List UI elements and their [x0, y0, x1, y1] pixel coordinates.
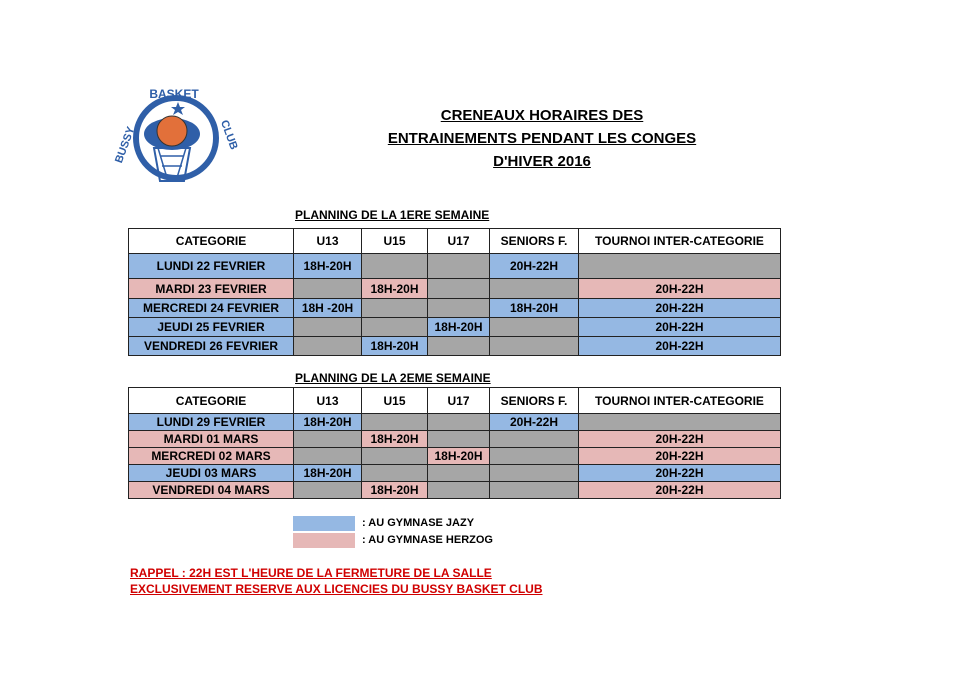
time-cell: 20H-22H — [578, 298, 781, 318]
empty-cell — [361, 447, 428, 465]
time-cell: 18H-20H — [293, 464, 362, 482]
empty-cell — [361, 413, 428, 431]
column-header: U17 — [427, 387, 490, 414]
empty-cell — [427, 253, 490, 279]
title-line: D'HIVER 2016 — [493, 153, 591, 170]
time-cell: 20H-22H — [578, 278, 781, 299]
empty-cell — [489, 317, 579, 337]
empty-cell — [489, 464, 579, 482]
legend-swatch — [293, 533, 355, 548]
day-cell: LUNDI 22 FEVRIER — [128, 253, 294, 279]
title-line: CRENEAUX HORAIRES DES — [440, 107, 644, 124]
title-line: ENTRAINEMENTS PENDANT LES CONGES — [387, 130, 697, 147]
day-cell: VENDREDI 26 FEVRIER — [128, 336, 294, 356]
logo-net-lines — [157, 147, 187, 182]
legend-label: : AU GYMNASE HERZOG — [362, 534, 493, 546]
empty-cell — [293, 278, 362, 299]
day-cell: MARDI 01 MARS — [128, 430, 294, 448]
empty-cell — [578, 253, 781, 279]
empty-cell — [489, 278, 579, 299]
time-cell: 18H -20H — [293, 298, 362, 318]
column-header: U13 — [293, 228, 362, 254]
column-header: U17 — [427, 228, 490, 254]
empty-cell — [489, 447, 579, 465]
time-cell: 20H-22H — [578, 464, 781, 482]
empty-cell — [293, 430, 362, 448]
column-header: TOURNOI INTER-CATEGORIE — [578, 387, 781, 414]
logo-text: BASKET — [149, 87, 199, 101]
time-cell: 20H-22H — [578, 317, 781, 337]
empty-cell — [361, 253, 428, 279]
column-header: SENIORS F. — [489, 387, 579, 414]
time-cell: 20H-22H — [578, 336, 781, 356]
logo-star — [171, 102, 185, 115]
empty-cell — [427, 464, 490, 482]
time-cell: 18H-20H — [489, 298, 579, 318]
column-header: TOURNOI INTER-CATEGORIE — [578, 228, 781, 254]
empty-cell — [578, 413, 781, 431]
day-cell: JEUDI 25 FEVRIER — [128, 317, 294, 337]
empty-cell — [427, 298, 490, 318]
empty-cell — [427, 481, 490, 499]
note-line: EXCLUSIVEMENT RESERVE AUX LICENCIES DU B… — [130, 582, 543, 596]
column-header: CATEGORIE — [128, 228, 294, 254]
legend-swatch — [293, 516, 355, 531]
legend-label: : AU GYMNASE JAZY — [362, 517, 475, 529]
time-cell: 18H-20H — [361, 481, 428, 499]
day-cell: MARDI 23 FEVRIER — [128, 278, 294, 299]
table-title: PLANNING DE LA 1ERE SEMAINE — [295, 208, 490, 222]
day-cell: VENDREDI 04 MARS — [128, 481, 294, 499]
logo-ball — [156, 115, 188, 147]
empty-cell — [489, 481, 579, 499]
empty-cell — [293, 481, 362, 499]
time-cell: 18H-20H — [361, 336, 428, 356]
empty-cell — [293, 447, 362, 465]
column-header: U15 — [361, 387, 428, 414]
time-cell: 20H-22H — [578, 430, 781, 448]
empty-cell — [361, 298, 428, 318]
column-header: CATEGORIE — [128, 387, 294, 414]
empty-cell — [489, 430, 579, 448]
time-cell: 20H-22H — [489, 413, 579, 431]
time-cell: 18H-20H — [361, 430, 428, 448]
empty-cell — [427, 278, 490, 299]
empty-cell — [489, 336, 579, 356]
empty-cell — [427, 413, 490, 431]
time-cell: 20H-22H — [578, 447, 781, 465]
day-cell: MERCREDI 24 FEVRIER — [128, 298, 294, 318]
empty-cell — [293, 317, 362, 337]
time-cell: 18H-20H — [293, 253, 362, 279]
logo-text: CLUB — [218, 119, 240, 152]
empty-cell — [361, 317, 428, 337]
time-cell: 18H-20H — [427, 317, 490, 337]
time-cell: 18H-20H — [427, 447, 490, 465]
logo: BASKET BUSSY CLUB — [113, 87, 240, 182]
column-header: U15 — [361, 228, 428, 254]
time-cell: 20H-22H — [578, 481, 781, 499]
time-cell: 18H-20H — [293, 413, 362, 431]
note-line: RAPPEL : 22H EST L'HEURE DE LA FERMETURE… — [130, 566, 492, 580]
day-cell: JEUDI 03 MARS — [128, 464, 294, 482]
logo-net — [152, 147, 192, 182]
empty-cell — [427, 430, 490, 448]
column-header: SENIORS F. — [489, 228, 579, 254]
empty-cell — [293, 336, 362, 356]
time-cell: 18H-20H — [361, 278, 428, 299]
empty-cell — [427, 336, 490, 356]
empty-cell — [361, 464, 428, 482]
day-cell: MERCREDI 02 MARS — [128, 447, 294, 465]
table-title: PLANNING DE LA 2EME SEMAINE — [295, 371, 491, 385]
day-cell: LUNDI 29 FEVRIER — [128, 413, 294, 431]
time-cell: 20H-22H — [489, 253, 579, 279]
column-header: U13 — [293, 387, 362, 414]
